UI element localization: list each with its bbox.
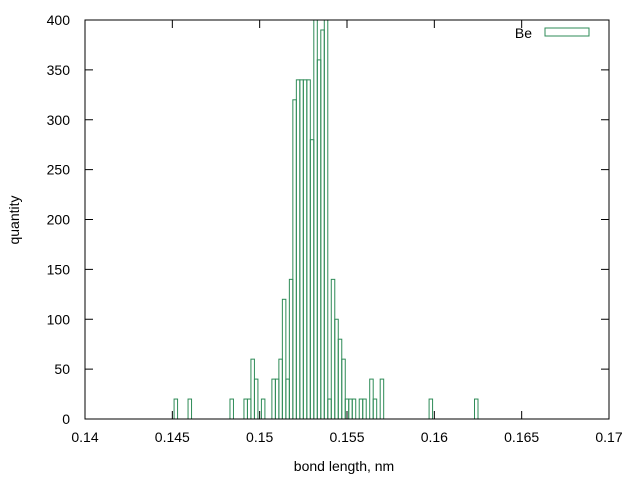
tick-labels-group: 0.14 0.145 0.15 0.155 0.16 0.165 0.17 0 50 100 150… [47,12,623,445]
x-tick-label: 0.17 [595,429,622,445]
legend: Be [515,25,590,41]
y-tick-label: 250 [47,162,71,178]
y-tick-label: 100 [47,311,71,327]
x-tick-label: 0.145 [155,429,190,445]
x-tick-label: 0.155 [329,429,364,445]
y-tick-label: 350 [47,62,71,78]
x-axis-title: bond length, nm [294,458,394,474]
y-tick-label: 300 [47,112,71,128]
y-tick-label: 200 [47,212,71,228]
x-tick-label: 0.16 [421,429,448,445]
x-tick-label: 0.15 [246,429,273,445]
y-tick-label: 150 [47,261,71,277]
x-tick-label: 0.14 [71,429,98,445]
y-tick-label: 0 [62,411,70,427]
legend-swatch-be [544,27,590,37]
legend-label-be: Be [515,25,532,41]
ticks-group [84,19,610,420]
y-axis-title: quantity [6,195,22,244]
y-tick-label: 400 [47,12,71,28]
x-tick-label: 0.165 [504,429,539,445]
y-tick-label: 50 [54,361,70,377]
